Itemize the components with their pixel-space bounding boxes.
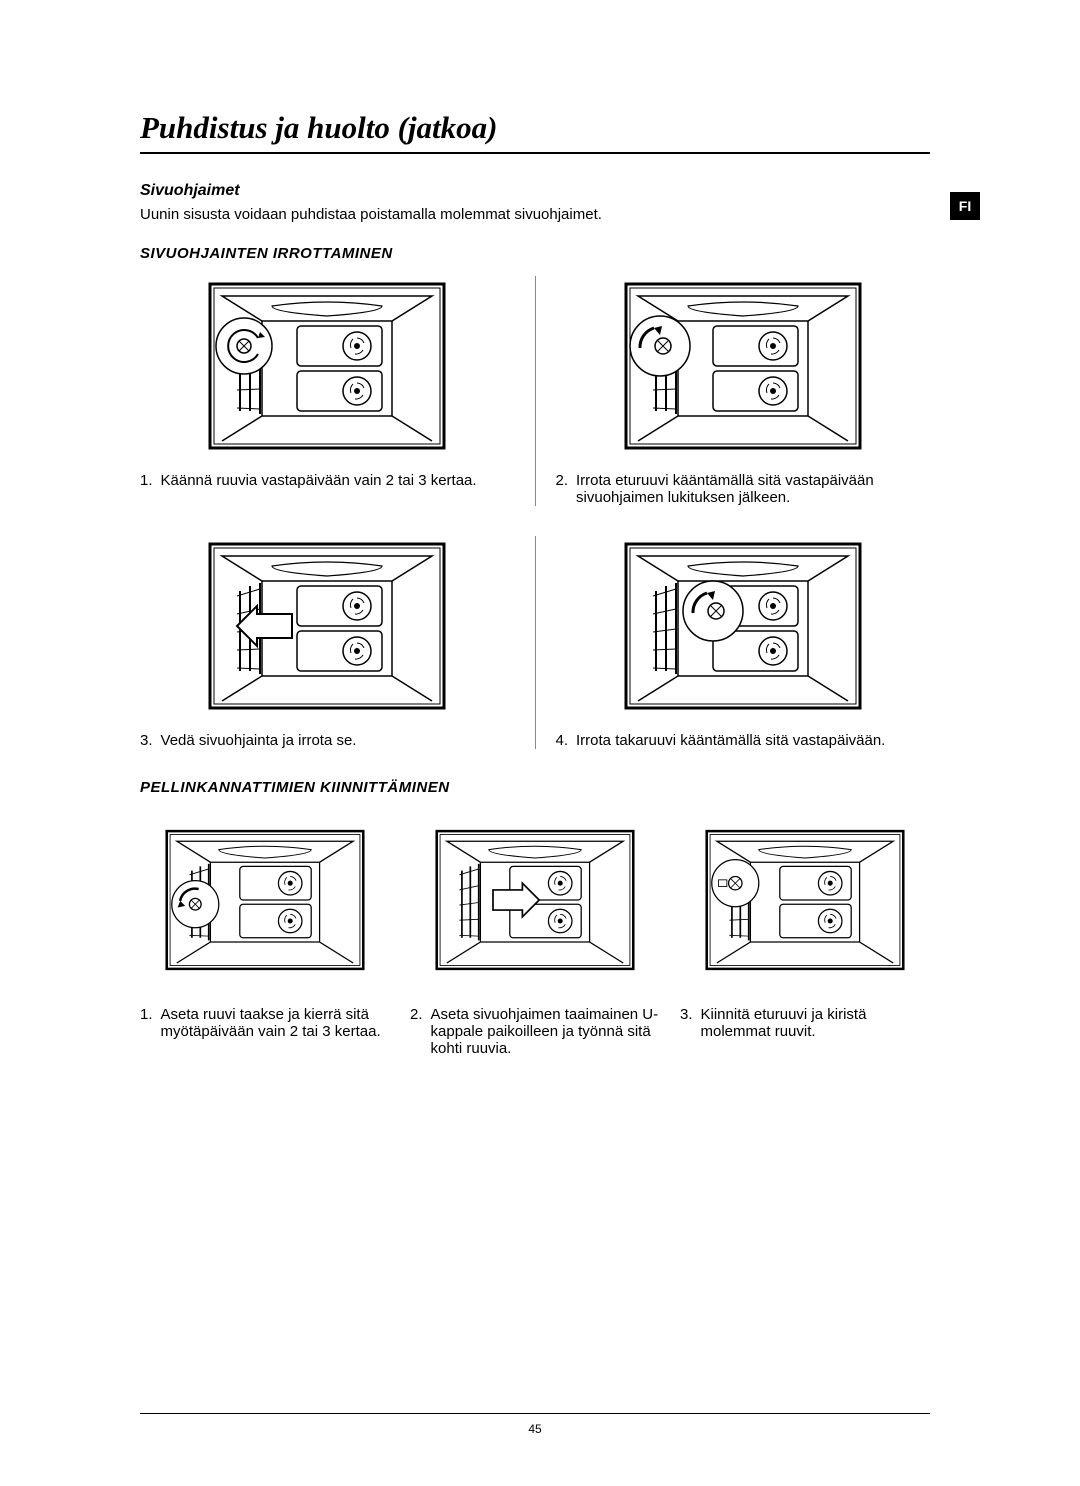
step: 1. Aseta ruuvi taakse ja kierrä sitä myö… bbox=[140, 1006, 390, 1040]
step-number: 2. bbox=[556, 472, 569, 506]
oven-diagram bbox=[160, 810, 370, 990]
attach-row: 1. Aseta ruuvi taakse ja kierrä sitä myö… bbox=[140, 810, 930, 1057]
step: 3. Vedä sivuohjainta ja irrota se. bbox=[140, 732, 515, 749]
page-title: Puhdistus ja huolto (jatkoa) bbox=[140, 110, 930, 154]
step-number: 4. bbox=[556, 732, 569, 749]
step: 3. Kiinnitä eturuuvi ja kiristä molemmat… bbox=[680, 1006, 930, 1040]
step-text: Kiinnitä eturuuvi ja kiristä molemmat ru… bbox=[701, 1006, 930, 1040]
language-tab: FI bbox=[950, 192, 980, 220]
step: 1. Käännä ruuvia vastapäivään vain 2 tai… bbox=[140, 472, 515, 489]
sub-heading: Sivuohjaimet bbox=[140, 182, 930, 200]
oven-diagram bbox=[618, 276, 868, 456]
step-number: 1. bbox=[140, 1006, 153, 1040]
step-text: Irrota takaruuvi kääntämällä sitä vastap… bbox=[576, 732, 930, 749]
step-text: Aseta ruuvi taakse ja kierrä sitä myötäp… bbox=[161, 1006, 390, 1040]
step-text: Vedä sivuohjainta ja irrota se. bbox=[161, 732, 515, 749]
section1-heading: SIVUOHJAINTEN IRROTTAMINEN bbox=[140, 245, 930, 262]
step: 2. Aseta sivuohjaimen taaimainen U-kappa… bbox=[410, 1006, 660, 1057]
section2-heading: PELLINKANNATTIMIEN KIINNITTÄMINEN bbox=[140, 779, 930, 796]
oven-diagram bbox=[700, 810, 910, 990]
page-number: 45 bbox=[140, 1413, 930, 1436]
oven-diagram bbox=[202, 536, 452, 716]
step-number: 2. bbox=[410, 1006, 423, 1057]
step-number: 3. bbox=[680, 1006, 693, 1040]
oven-diagram bbox=[618, 536, 868, 716]
oven-diagram bbox=[202, 276, 452, 456]
step: 4. Irrota takaruuvi kääntämällä sitä vas… bbox=[556, 732, 931, 749]
step-text: Irrota eturuuvi kääntämällä sitä vastapä… bbox=[576, 472, 930, 506]
step-number: 3. bbox=[140, 732, 153, 749]
step: 2. Irrota eturuuvi kääntämällä sitä vast… bbox=[556, 472, 931, 506]
remove-row-1: 1. Käännä ruuvia vastapäivään vain 2 tai… bbox=[140, 276, 930, 506]
step-text: Aseta sivuohjaimen taaimainen U-kappale … bbox=[431, 1006, 660, 1057]
intro-text: Uunin sisusta voidaan puhdistaa poistama… bbox=[140, 206, 930, 223]
oven-diagram bbox=[430, 810, 640, 990]
remove-row-2: 3. Vedä sivuohjainta ja irrota se. 4. Ir… bbox=[140, 536, 930, 749]
step-text: Käännä ruuvia vastapäivään vain 2 tai 3 … bbox=[161, 472, 515, 489]
step-number: 1. bbox=[140, 472, 153, 489]
